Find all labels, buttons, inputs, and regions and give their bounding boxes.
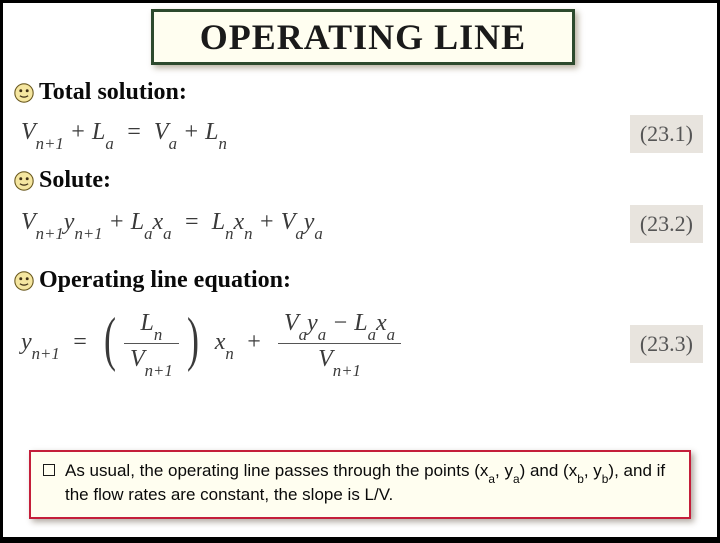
title-box: OPERATING LINE — [151, 9, 575, 65]
smiley-icon — [13, 170, 35, 192]
slide: OPERATING LINE Total solution: Vn+1 + La… — [3, 3, 717, 537]
checkbox-icon — [43, 464, 55, 476]
equation-body: Vn+1yn+1 + Laxa = Lnxn + Vaya — [21, 209, 323, 240]
equation-2: Vn+1yn+1 + Laxa = Lnxn + Vaya (23.2) — [21, 205, 703, 243]
footer-note-box: As usual, the operating line passes thro… — [29, 450, 691, 519]
slide-title: OPERATING LINE — [200, 16, 526, 58]
bullet-label: Solute: — [39, 167, 111, 194]
footer-sub: b — [602, 472, 609, 486]
footer-sub: b — [577, 472, 584, 486]
equation-body: Vn+1 + La = Va + Ln — [21, 119, 227, 150]
footer-text-part: ) and (x — [520, 461, 578, 480]
equation-number: (23.2) — [630, 205, 703, 243]
bullet-label: Operating line equation: — [39, 267, 291, 294]
footer-text-part: As usual, the operating line passes thro… — [65, 461, 488, 480]
bullet-label: Total solution: — [39, 79, 187, 106]
footer-sub: a — [488, 472, 495, 486]
equation-number: (23.3) — [630, 325, 703, 363]
footer-text-part: , y — [584, 461, 602, 480]
footer-sub: a — [513, 472, 520, 486]
footer-text-part: , y — [495, 461, 513, 480]
smiley-icon — [13, 82, 35, 104]
smiley-icon — [13, 270, 35, 292]
equation-3: yn+1 = ( Ln Vn+1 ) xn + Vaya − Laxa Vn+1… — [21, 309, 703, 378]
bullet-solute: Solute: — [13, 167, 111, 194]
footer-note: As usual, the operating line passes thro… — [65, 460, 677, 507]
bullet-operating-line: Operating line equation: — [13, 267, 291, 294]
equation-number: (23.1) — [630, 115, 703, 153]
equation-body: yn+1 = ( Ln Vn+1 ) xn + Vaya − Laxa Vn+1 — [21, 309, 405, 378]
equation-1: Vn+1 + La = Va + Ln (23.1) — [21, 115, 703, 153]
bullet-total-solution: Total solution: — [13, 79, 187, 106]
